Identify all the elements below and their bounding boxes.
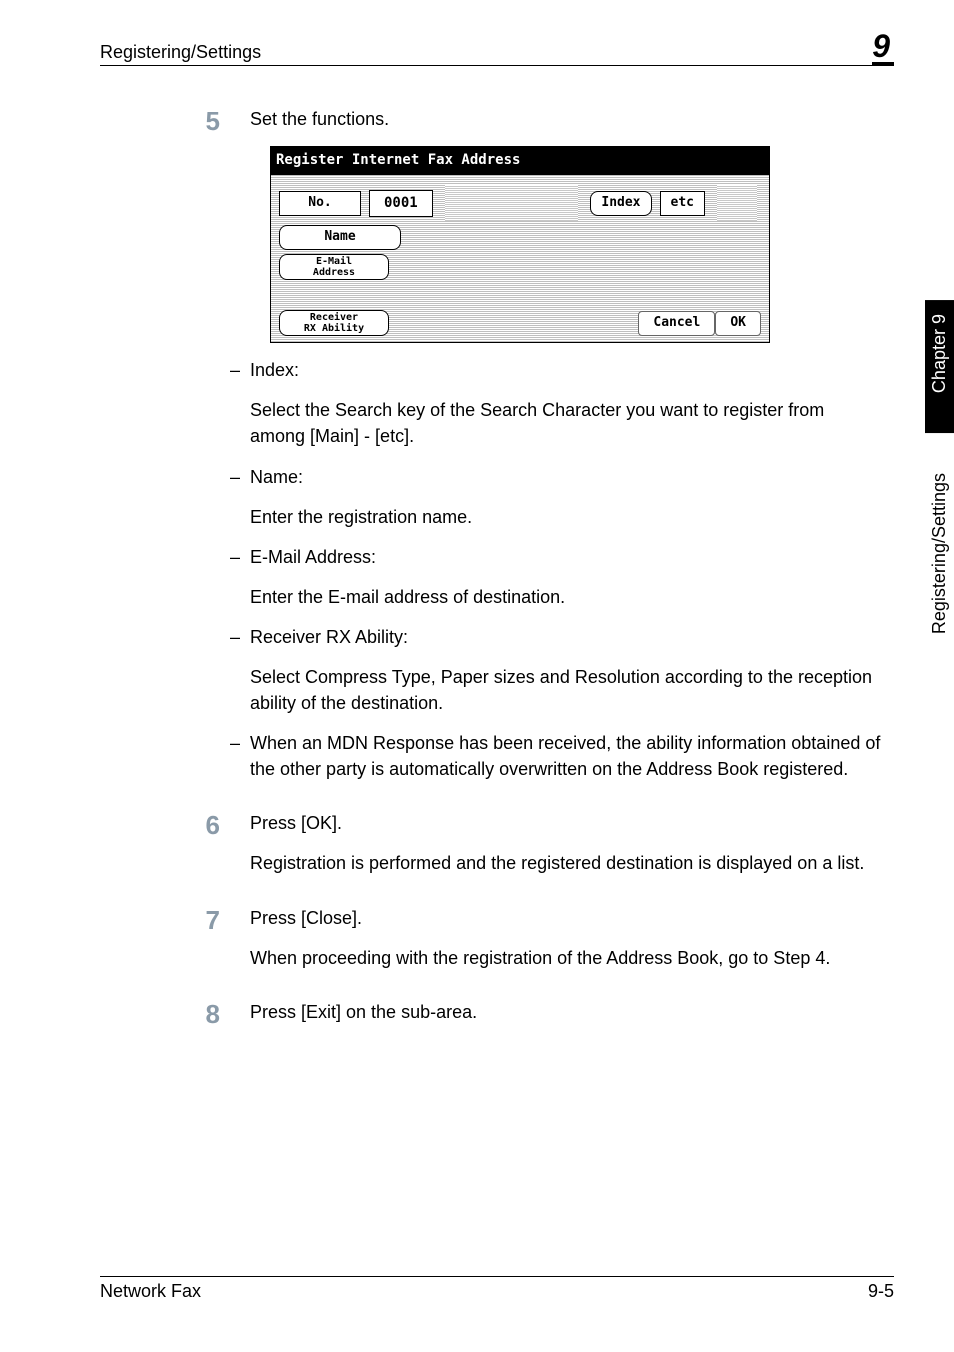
page: Registering/Settings 9 Chapter 9 Registe…	[0, 0, 954, 1352]
hatch-strip	[445, 185, 579, 221]
shot-footer: Receiver RX Ability Cancel OK	[279, 310, 761, 336]
step-6: 6 Press [OK]. Registration is performed …	[190, 810, 884, 890]
step-5-body: Set the functions. Register Internet Fax…	[250, 106, 884, 796]
bullet-name-title: Name:	[250, 467, 303, 487]
bullet-email: –E-Mail Address:	[250, 544, 884, 570]
header-title: Registering/Settings	[100, 42, 261, 63]
bullet-rx-desc: Select Compress Type, Paper sizes and Re…	[250, 664, 884, 716]
shot-row-top: No. 0001 Index etc	[279, 185, 761, 221]
step-6-body: Press [OK]. Registration is performed an…	[250, 810, 884, 890]
bullet-index-desc: Select the Search key of the Search Char…	[250, 397, 884, 449]
bullet-mdn-desc: When an MDN Response has been received, …	[250, 733, 880, 779]
page-footer: Network Fax 9-5	[100, 1276, 894, 1302]
no-label: No.	[279, 191, 361, 216]
step-8-body: Press [Exit] on the sub-area.	[250, 999, 884, 1039]
step-7-number: 7	[190, 905, 220, 985]
step-6-text: Press [OK].	[250, 810, 884, 836]
bullet-email-desc: Enter the E-mail address of destination.	[250, 584, 884, 610]
email-address-button[interactable]: E-Mail Address	[279, 254, 389, 280]
side-tab: Chapter 9 Registering/Settings	[924, 300, 954, 648]
step-6-note: Registration is performed and the regist…	[250, 850, 884, 876]
footer-left: Network Fax	[100, 1281, 201, 1302]
bullet-index-title: Index:	[250, 360, 299, 380]
bullet-rx: –Receiver RX Ability:	[250, 624, 884, 650]
page-header: Registering/Settings 9	[100, 30, 894, 66]
footer-right: 9-5	[868, 1281, 894, 1302]
bullet-name-desc: Enter the registration name.	[250, 504, 884, 530]
name-button[interactable]: Name	[279, 225, 401, 250]
content-body: 5 Set the functions. Register Internet F…	[190, 106, 884, 1039]
shot-row-name: Name	[279, 225, 761, 250]
etc-label: etc	[660, 191, 705, 216]
step-8: 8 Press [Exit] on the sub-area.	[190, 999, 884, 1039]
step-7-text: Press [Close].	[250, 905, 884, 931]
step-7-body: Press [Close]. When proceeding with the …	[250, 905, 884, 985]
no-value: 0001	[369, 190, 433, 216]
shot-body: No. 0001 Index etc Name E-Mail Address	[270, 174, 770, 343]
step-7: 7 Press [Close]. When proceeding with th…	[190, 905, 884, 985]
shot-row-email: E-Mail Address	[279, 254, 761, 280]
shot-title: Register Internet Fax Address	[270, 146, 770, 174]
step-8-number: 8	[190, 999, 220, 1039]
step-5-number: 5	[190, 106, 220, 796]
step-6-number: 6	[190, 810, 220, 890]
step-5-text: Set the functions.	[250, 106, 884, 132]
side-tab-chapter: Chapter 9	[925, 300, 954, 433]
step-5: 5 Set the functions. Register Internet F…	[190, 106, 884, 796]
cancel-button[interactable]: Cancel	[638, 311, 715, 336]
index-button[interactable]: Index	[590, 191, 651, 216]
receiver-rx-button[interactable]: Receiver RX Ability	[279, 310, 389, 336]
hatch-strip-right	[717, 185, 757, 221]
bullet-mdn: –When an MDN Response has been received,…	[250, 730, 884, 782]
register-fax-screenshot: Register Internet Fax Address No. 0001 I…	[270, 146, 770, 343]
bullet-index: –Index:	[250, 357, 884, 383]
ok-button[interactable]: OK	[715, 311, 761, 336]
chapter-number: 9	[872, 30, 894, 66]
side-tab-section: Registering/Settings	[925, 433, 954, 648]
step-7-note: When proceeding with the registration of…	[250, 945, 884, 971]
bullet-rx-title: Receiver RX Ability:	[250, 627, 408, 647]
step-8-text: Press [Exit] on the sub-area.	[250, 999, 884, 1025]
bullet-name: –Name:	[250, 464, 884, 490]
bullet-email-title: E-Mail Address:	[250, 547, 376, 567]
